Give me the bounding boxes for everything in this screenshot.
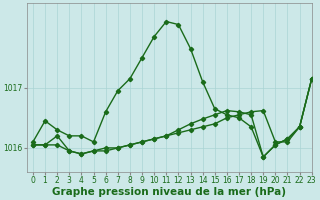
X-axis label: Graphe pression niveau de la mer (hPa): Graphe pression niveau de la mer (hPa) xyxy=(52,187,286,197)
